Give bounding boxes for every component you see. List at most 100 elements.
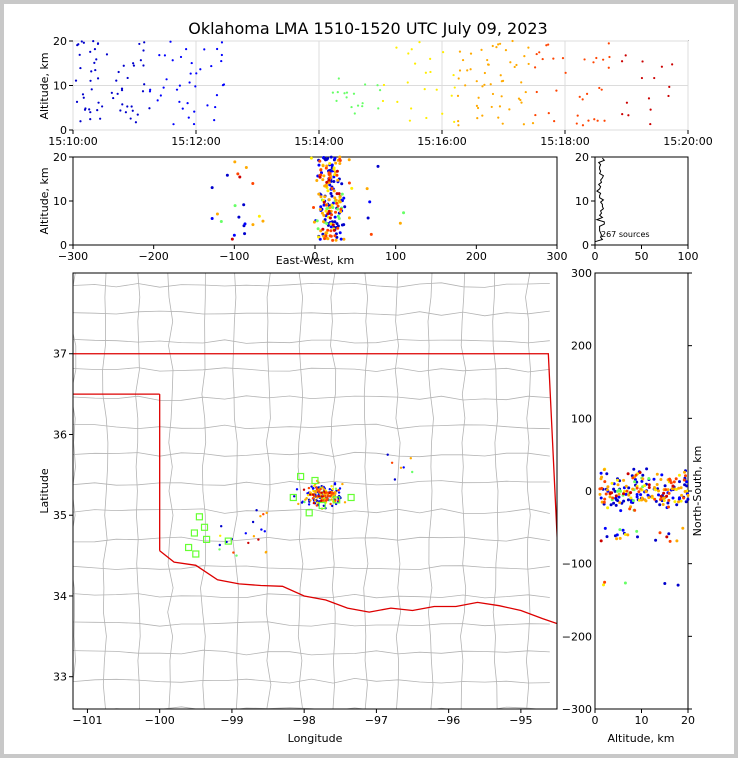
ns-axis-ticklabel: 100 bbox=[571, 412, 592, 425]
source-point bbox=[315, 178, 319, 182]
source-point bbox=[641, 60, 644, 63]
source-point bbox=[338, 194, 342, 198]
source-point bbox=[627, 493, 631, 497]
source-point bbox=[552, 57, 555, 60]
source-point bbox=[324, 234, 328, 238]
lon-axis-ticklabel: −100 bbox=[145, 714, 175, 727]
source-point bbox=[676, 583, 680, 587]
source-point bbox=[663, 582, 667, 585]
source-point bbox=[156, 99, 159, 102]
lat-axis-ticklabel: 35 bbox=[53, 509, 67, 522]
source-point bbox=[159, 94, 162, 97]
altitude-northsouth-xlabel: Altitude, km bbox=[607, 732, 674, 745]
county-line bbox=[394, 273, 402, 709]
source-point bbox=[215, 212, 219, 216]
source-point bbox=[520, 101, 523, 104]
source-point bbox=[335, 201, 339, 205]
source-point bbox=[342, 237, 346, 241]
source-point bbox=[262, 513, 265, 516]
source-point bbox=[476, 106, 480, 110]
source-point bbox=[309, 156, 313, 160]
source-point bbox=[332, 228, 336, 232]
source-point bbox=[341, 482, 344, 486]
source-point bbox=[561, 57, 565, 60]
ns-axis-ticklabel: 300 bbox=[571, 267, 592, 280]
source-point bbox=[142, 64, 145, 67]
source-point bbox=[321, 486, 324, 489]
county-line bbox=[167, 273, 174, 709]
source-point bbox=[251, 520, 255, 524]
source-point bbox=[195, 72, 198, 75]
source-point bbox=[637, 498, 641, 502]
source-point bbox=[334, 499, 337, 502]
source-point bbox=[345, 91, 349, 94]
source-point bbox=[336, 204, 340, 208]
source-point bbox=[331, 487, 334, 491]
source-point bbox=[319, 205, 323, 209]
ns-axis-ticklabel: 0 bbox=[585, 485, 592, 498]
source-point bbox=[260, 528, 263, 531]
source-point bbox=[324, 166, 328, 170]
source-point bbox=[603, 580, 607, 584]
source-point bbox=[329, 225, 333, 229]
source-point bbox=[330, 163, 334, 167]
source-point bbox=[79, 120, 82, 123]
source-point bbox=[406, 81, 409, 84]
source-point bbox=[547, 112, 550, 115]
source-point bbox=[193, 110, 196, 113]
source-point bbox=[230, 237, 234, 241]
source-point bbox=[185, 48, 188, 51]
source-point bbox=[321, 164, 325, 168]
source-point bbox=[126, 105, 129, 108]
county-line bbox=[460, 273, 467, 709]
source-point bbox=[578, 95, 581, 98]
source-point bbox=[545, 44, 548, 47]
source-point bbox=[390, 461, 394, 464]
source-point bbox=[181, 107, 184, 110]
source-point bbox=[309, 499, 312, 502]
source-point bbox=[92, 40, 95, 43]
source-point bbox=[320, 497, 323, 500]
source-point bbox=[334, 492, 337, 495]
source-point bbox=[317, 486, 320, 489]
source-point bbox=[110, 91, 113, 94]
source-point bbox=[629, 491, 633, 495]
source-point bbox=[337, 216, 341, 220]
source-point bbox=[442, 50, 445, 54]
source-point bbox=[132, 64, 136, 67]
source-point bbox=[78, 53, 81, 56]
figure-title: Oklahoma LMA 1510-1520 UTC July 09, 2023 bbox=[188, 19, 547, 38]
source-point bbox=[681, 526, 685, 530]
source-point bbox=[508, 108, 511, 111]
source-point bbox=[453, 86, 456, 89]
altitude-northsouth-xticks: 0 10 20 bbox=[592, 709, 695, 727]
county-line bbox=[73, 367, 550, 373]
station-marker bbox=[203, 535, 211, 544]
source-point bbox=[657, 489, 660, 493]
time-altitude-xticks: 15:10:00 15:12:00 15:14:00 15:16:00 15:18:00… bbox=[48, 130, 713, 148]
source-point bbox=[441, 112, 444, 115]
source-point bbox=[621, 112, 624, 116]
source-point bbox=[408, 119, 412, 122]
source-point bbox=[315, 486, 318, 489]
source-point bbox=[178, 84, 181, 87]
source-point bbox=[141, 90, 145, 93]
source-point bbox=[407, 52, 410, 55]
source-point bbox=[603, 480, 607, 484]
source-point bbox=[363, 83, 367, 86]
source-point bbox=[331, 91, 334, 94]
source-point bbox=[99, 117, 102, 120]
source-point bbox=[381, 99, 385, 103]
source-point bbox=[322, 499, 325, 502]
station-marker bbox=[297, 472, 305, 481]
source-point bbox=[244, 166, 248, 170]
source-point bbox=[376, 84, 379, 87]
source-point bbox=[308, 493, 312, 496]
source-point bbox=[615, 498, 619, 502]
source-point bbox=[334, 198, 338, 202]
source-point bbox=[342, 196, 346, 200]
source-point bbox=[609, 503, 613, 507]
source-point bbox=[612, 501, 616, 505]
source-point bbox=[653, 486, 656, 489]
source-point bbox=[481, 114, 484, 117]
